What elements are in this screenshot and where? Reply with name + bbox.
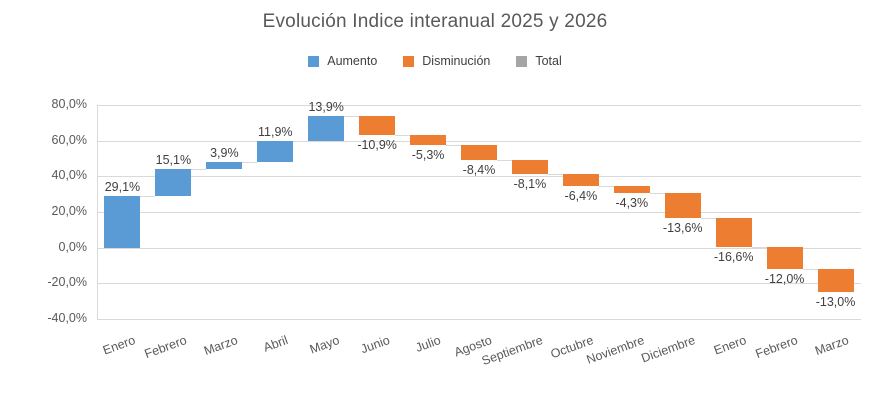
bar [715, 217, 752, 248]
x-tick-label: Marzo [201, 333, 240, 359]
legend-item-total: Total [516, 54, 562, 68]
bar-value-label: -12,0% [764, 271, 805, 286]
gridline [97, 212, 861, 213]
bar-connector [191, 168, 207, 170]
x-tick-label: Junio [359, 333, 392, 357]
bar-connector [751, 247, 767, 249]
bar [461, 144, 497, 160]
x-tick-label: Febrero [142, 333, 189, 362]
bar-connector [547, 174, 563, 176]
y-axis-line [97, 105, 98, 319]
legend-swatch-icon [516, 55, 528, 67]
x-tick-label: Mayo [307, 333, 341, 357]
bar-value-label: -10,9% [357, 138, 397, 153]
bar-connector [700, 217, 716, 219]
bar-value-label: 29,1% [104, 179, 141, 194]
bar-value-label: -8,1% [513, 177, 547, 192]
bar-value-label: -4,3% [615, 196, 649, 211]
bar-connector [598, 185, 614, 187]
gridline [97, 247, 861, 249]
legend-item-disminucion: Disminución [403, 54, 490, 68]
x-tick-label: Abril [261, 333, 291, 355]
bar-connector [802, 268, 818, 270]
bar-connector [140, 195, 156, 197]
chart-legend: Aumento Disminución Total [0, 54, 870, 68]
x-tick-label: Noviembre [585, 333, 647, 367]
bar [104, 195, 141, 248]
x-tick-label: Enero [712, 333, 749, 358]
bar-value-label: -6,4% [564, 188, 598, 203]
legend-label: Disminución [422, 54, 491, 68]
y-tick-label: -40,0% [47, 311, 87, 325]
bar [410, 135, 447, 145]
bar [308, 115, 345, 141]
y-tick-label: 40,0% [51, 168, 87, 183]
bar-value-label: -13,0% [815, 294, 856, 309]
bar [511, 159, 548, 175]
x-tick-label: Febrero [753, 333, 800, 362]
bar [257, 140, 294, 162]
bar-connector [395, 135, 411, 137]
bar-value-label: 15,1% [155, 152, 192, 167]
bar-value-label: 3,9% [210, 145, 239, 160]
bar [664, 193, 701, 218]
bar-connector [497, 159, 512, 161]
bar [206, 161, 243, 169]
gridline [97, 140, 861, 142]
bar-connector [242, 161, 258, 163]
bar [613, 185, 650, 194]
y-tick-label: 60,0% [51, 132, 87, 147]
bar [155, 168, 192, 196]
bar-value-label: -16,6% [713, 250, 754, 265]
bar [359, 115, 396, 136]
chart-title: Evolución Indice interanual 2025 y 2026 [262, 11, 608, 32]
bar-value-label: 13,9% [308, 99, 344, 114]
x-tick-label: Marzo [812, 333, 851, 359]
y-tick-label: 20,0% [51, 204, 87, 218]
x-tick-label: Enero [101, 333, 138, 358]
legend-swatch-icon [403, 55, 415, 67]
legend-label: Aumento [327, 54, 378, 68]
bar-value-label: -8,4% [462, 162, 496, 177]
bar-value-label: -13,6% [662, 220, 703, 235]
bar [562, 174, 599, 186]
bar [766, 247, 803, 269]
bar-connector [446, 144, 461, 146]
gridline [97, 105, 861, 106]
x-tick-label: Diciembre [639, 333, 698, 366]
legend-swatch-icon [308, 55, 320, 67]
gridline [97, 283, 861, 285]
gridline [97, 319, 861, 320]
bar-connector [344, 115, 360, 117]
x-tick-label: Julio [413, 333, 443, 355]
y-tick-label: -20,0% [47, 275, 87, 290]
bar-value-label: 11,9% [258, 124, 293, 139]
y-tick-label: 0,0% [58, 239, 88, 254]
legend-item-aumento: Aumento [308, 54, 377, 68]
bar-value-label: -5,3% [411, 147, 445, 162]
bar-connector [649, 193, 665, 195]
gridline [97, 176, 861, 178]
bar-connector [293, 140, 309, 142]
bar [817, 268, 854, 292]
y-tick-label: 80,0% [51, 97, 87, 111]
legend-label: Total [535, 54, 562, 68]
